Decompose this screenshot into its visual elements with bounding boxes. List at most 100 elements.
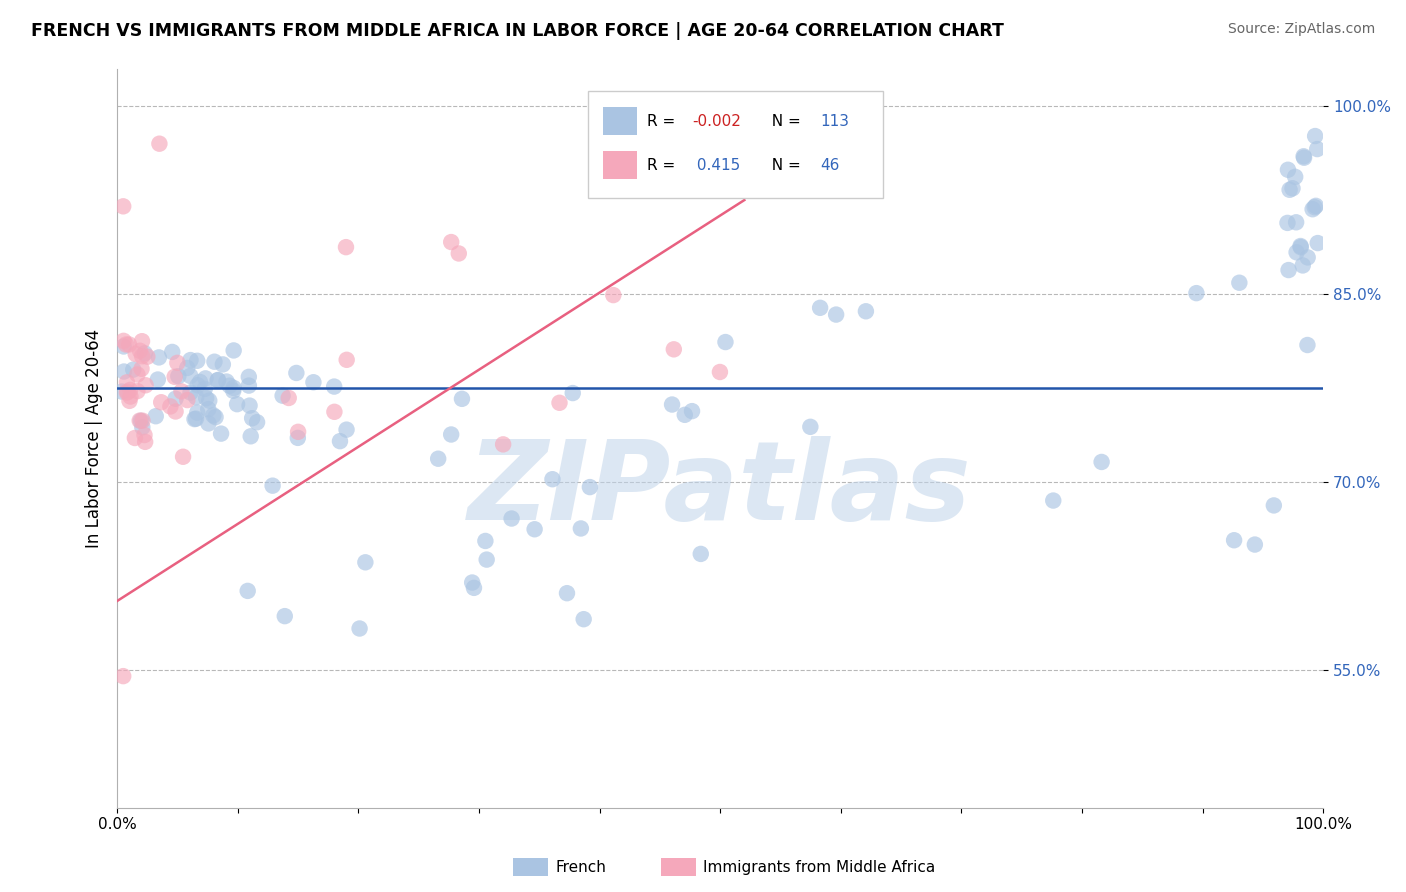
Point (118, 393, 141, 408)
Point (159, 400, 181, 414)
Point (128, 414, 150, 428)
Point (186, 406, 208, 420)
Point (134, 346, 156, 360)
Point (239, 429, 262, 443)
Point (1303, 200, 1326, 214)
Point (184, 411, 207, 425)
FancyBboxPatch shape (588, 91, 883, 198)
Text: FRENCH VS IMMIGRANTS FROM MIDDLE AFRICA IN LABOR FORCE | AGE 20-64 CORRELATION C: FRENCH VS IMMIGRANTS FROM MIDDLE AFRICA … (31, 22, 1004, 40)
Point (349, 622, 371, 636)
Point (246, 415, 269, 429)
Point (222, 384, 245, 398)
Point (236, 583, 259, 598)
Point (302, 376, 325, 390)
Point (163, 369, 186, 384)
Point (131, 420, 153, 434)
Point (134, 428, 156, 442)
Point (825, 308, 848, 322)
Point (1244, 537, 1267, 551)
Point (124, 431, 146, 445)
Point (112, 669, 135, 683)
Point (222, 343, 245, 358)
Point (150, 395, 173, 409)
Point (1285, 245, 1308, 260)
Point (127, 368, 149, 382)
Text: R =: R = (647, 158, 679, 173)
Point (709, 365, 731, 379)
Point (1303, 129, 1326, 144)
Point (111, 384, 134, 399)
Point (1285, 215, 1308, 229)
Point (799, 419, 821, 434)
Point (1227, 276, 1250, 290)
Point (186, 353, 208, 368)
Point (1185, 286, 1208, 301)
Point (1091, 455, 1114, 469)
Text: 113: 113 (820, 113, 849, 128)
Point (207, 373, 229, 387)
Point (238, 369, 260, 384)
Point (673, 408, 696, 422)
Point (209, 426, 232, 441)
Point (170, 384, 193, 399)
Point (287, 425, 309, 439)
Point (148, 136, 170, 151)
Point (240, 411, 263, 425)
Point (262, 478, 284, 492)
Point (197, 402, 219, 417)
Point (329, 434, 352, 449)
Text: 0.415: 0.415 (693, 158, 741, 173)
Point (1305, 199, 1327, 213)
Point (179, 385, 201, 400)
Point (176, 361, 198, 376)
Point (541, 472, 564, 486)
Point (1281, 181, 1303, 195)
Text: ZIPatlas: ZIPatlas (468, 436, 972, 543)
Point (335, 240, 357, 254)
Point (120, 383, 142, 397)
Point (179, 368, 201, 383)
Point (447, 246, 470, 260)
Point (548, 396, 571, 410)
Point (145, 409, 167, 424)
Point (238, 378, 260, 392)
Point (1306, 142, 1329, 156)
Point (118, 337, 141, 351)
Point (131, 334, 153, 349)
Point (222, 381, 245, 395)
Point (335, 423, 357, 437)
Point (555, 586, 578, 600)
Point (451, 392, 474, 406)
Point (1294, 151, 1316, 165)
Point (183, 412, 205, 426)
Point (112, 199, 135, 213)
Point (131, 414, 153, 428)
Point (277, 391, 299, 405)
FancyBboxPatch shape (603, 107, 637, 135)
Point (855, 304, 877, 318)
Point (117, 384, 139, 399)
Point (323, 405, 346, 419)
Point (323, 379, 346, 393)
Point (1292, 259, 1315, 273)
Point (226, 397, 249, 411)
Point (112, 365, 135, 379)
Point (115, 337, 138, 351)
Point (112, 339, 135, 353)
Point (463, 581, 485, 595)
Point (115, 376, 138, 390)
Point (474, 533, 496, 548)
Point (165, 404, 187, 418)
Y-axis label: In Labor Force | Age 20-64: In Labor Force | Age 20-64 (86, 328, 103, 548)
Point (176, 393, 198, 408)
Point (204, 355, 226, 369)
Point (188, 375, 211, 389)
Text: N =: N = (762, 158, 806, 173)
Point (714, 334, 737, 349)
Point (1302, 202, 1324, 217)
Point (129, 343, 152, 358)
Point (135, 378, 157, 392)
FancyBboxPatch shape (603, 152, 637, 179)
Point (561, 386, 583, 401)
Point (1278, 183, 1301, 197)
